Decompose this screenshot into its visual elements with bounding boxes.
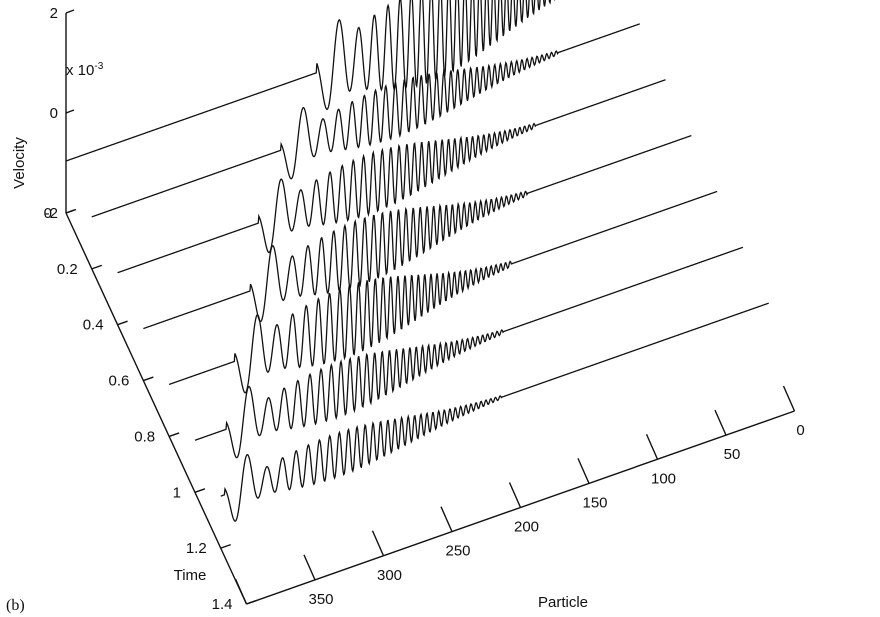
particle-tick-label-5: 250 [445, 543, 470, 560]
time-tick-label-4: 0.8 [134, 428, 155, 445]
series-line-t1_2 [220, 302, 769, 522]
series-line-t0_4 [117, 79, 666, 274]
series-line-t1 [194, 246, 744, 459]
particle-tick-label-0: 0 [796, 422, 804, 439]
time-tick-3 [143, 376, 154, 382]
particle-tick-3 [577, 458, 590, 484]
series-group [65, 0, 769, 522]
velocity-tick-label-0: 2 [50, 5, 58, 22]
series-line-t0 [65, 0, 556, 162]
velocity-tick-2 [65, 209, 75, 214]
x-axis-title: Particle [538, 594, 588, 611]
particle-tick-4 [508, 482, 522, 508]
panel-label: (b) [6, 597, 25, 614]
time-tick-2 [117, 320, 128, 326]
axes-group: 0 0.2 0.4 0.6 0.8 1 1.2 1.4 0 50 100 150 200 250 300 35… [44, 5, 805, 617]
z-exponent-label: x 10-3 [66, 61, 104, 79]
time-tick-4 [168, 432, 180, 438]
particle-tick-5 [440, 506, 453, 532]
z-axis-title: Velocity [11, 137, 28, 189]
series-line-t0_8 [168, 190, 718, 394]
particle-tick-label-3: 150 [582, 494, 607, 511]
particle-tick-2 [645, 433, 659, 460]
particle-tick-label-7: 350 [308, 591, 333, 608]
y-axis-title: Time [174, 567, 207, 584]
time-tick-label-5: 1 [173, 484, 181, 501]
time-axis-line [65, 212, 248, 605]
time-tick-label-6: 1.2 [186, 540, 207, 557]
particle-tick-1 [714, 409, 727, 436]
labels-group: (b) Particle Time Velocity x 10-3 [6, 61, 588, 614]
velocity-tick-label-1: 0 [50, 105, 58, 122]
time-tick-label-0: 0 [44, 205, 52, 222]
time-tick-1 [91, 264, 103, 270]
time-tick-label-1: 0.2 [57, 261, 78, 278]
particle-tick-6 [371, 530, 385, 557]
time-tick-label-3: 0.6 [108, 373, 129, 390]
velocity-tick-label-2: -2 [45, 205, 58, 222]
particle-tick-0 [782, 385, 796, 412]
series-line-t0_6 [143, 134, 692, 330]
particle-tick-label-4: 200 [514, 519, 539, 536]
time-tick-6 [220, 543, 231, 549]
velocity-tick-1 [65, 109, 75, 114]
particle-tick-7 [303, 554, 316, 581]
particle-tick-8 [234, 578, 248, 605]
time-tick-label-7: 1.4 [212, 596, 233, 613]
time-tick-label-2: 0.4 [83, 317, 104, 334]
particle-tick-label-6: 300 [377, 567, 402, 584]
series-line-t0_2 [91, 23, 641, 218]
particle-tick-label-2: 100 [651, 470, 676, 487]
time-tick-5 [194, 488, 206, 493]
velocity-tick-0 [65, 9, 75, 14]
particle-tick-label-8: 400 [240, 615, 265, 617]
particle-tick-label-1: 50 [724, 446, 741, 463]
